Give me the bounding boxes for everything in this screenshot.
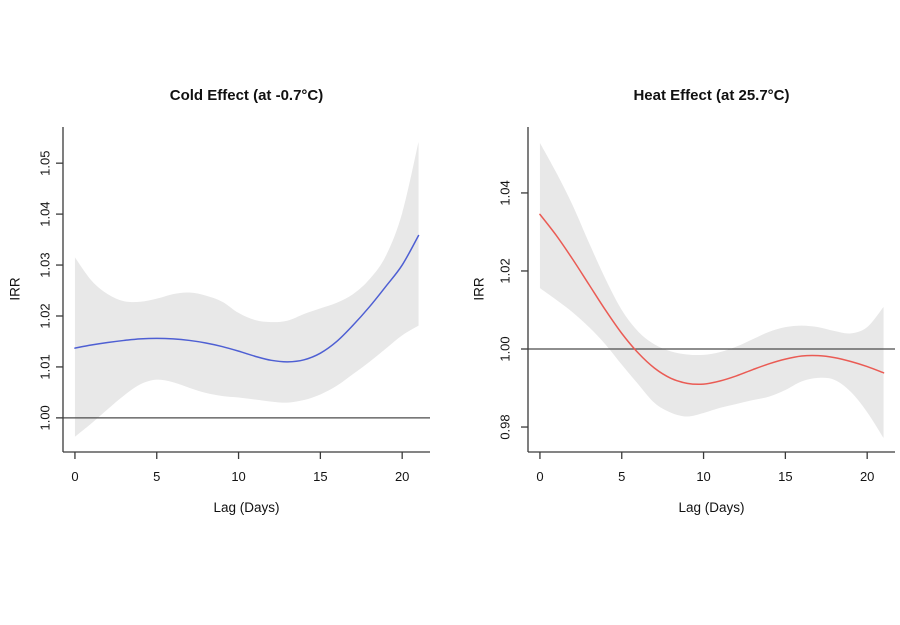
x-tick-label: 15 (313, 469, 327, 484)
y-tick-label: 1.04 (498, 180, 513, 205)
x-tick-label: 20 (395, 469, 409, 484)
cold-panel-title: Cold Effect (at -0.7°C) (169, 87, 324, 104)
cold-effect-panel: Cold Effect (at -0.7°C) IRR 1.00 1.01 1.02… (8, 87, 430, 515)
y-tick-label: 1.05 (38, 151, 53, 176)
x-tick-label: 5 (618, 469, 625, 484)
heat-effect-chart: 0.98 1.00 1.02 1.04 0 5 10 15 20 (498, 127, 895, 484)
x-tick-label: 15 (778, 469, 792, 484)
y-tick-label: 1.02 (38, 303, 53, 328)
y-tick-label: 1.00 (498, 336, 513, 361)
x-tick-label: 5 (153, 469, 160, 484)
y-tick-label: 1.02 (498, 258, 513, 283)
y-tick-label: 1.01 (38, 354, 53, 379)
cold-irr-estimate-curve (74, 234, 420, 363)
confidence-band (539, 143, 884, 438)
y-tick-label: 0.98 (498, 414, 513, 439)
x-tick-label: 0 (536, 469, 543, 484)
confidence-band (74, 141, 419, 437)
cold-x-axis-label: Lag (Days) (213, 500, 280, 515)
x-tick-label: 20 (860, 469, 874, 484)
y-tick-label: 1.00 (38, 405, 53, 430)
heat-effect-panel: Heat Effect (at 25.7°C) IRR 0.98 1.00 1.02… (450, 0, 900, 625)
cold-effect-chart: 1.00 1.01 1.02 1.03 1.04 1.05 0 5 10 15 20 (38, 127, 430, 484)
x-tick-label: 10 (231, 469, 245, 484)
heat-panel-title: Heat Effect (at 25.7°C) (633, 87, 790, 104)
y-tick-label: 1.03 (38, 252, 53, 277)
x-tick-label: 10 (696, 469, 710, 484)
heat-x-axis-label: Lag (Days) (678, 500, 745, 515)
x-tick-label: 0 (71, 469, 78, 484)
heat-irr-estimate-curve (539, 213, 885, 386)
y-tick-label: 1.04 (38, 201, 53, 226)
